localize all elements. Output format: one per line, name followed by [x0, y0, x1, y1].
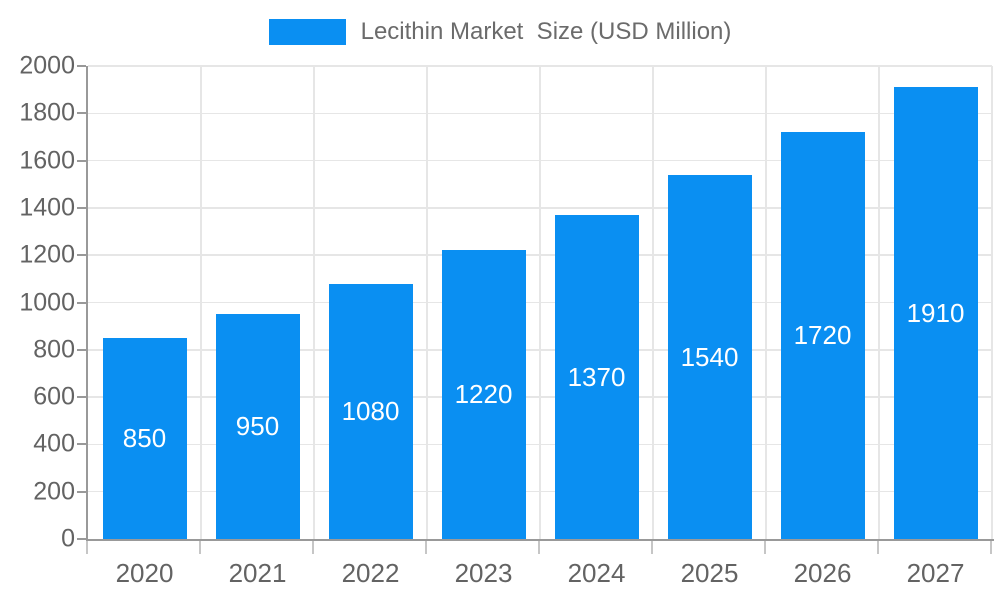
- x-axis-line: [86, 539, 994, 541]
- bar-2020[interactable]: 850: [102, 338, 187, 539]
- y-axis-label-1800: 1800: [19, 98, 75, 127]
- y-axis-label-1000: 1000: [19, 288, 75, 316]
- x-tick-7: [877, 541, 879, 554]
- y-tick-1000: [77, 301, 86, 304]
- y-axis-label-2000: 2000: [19, 51, 75, 80]
- legend-item[interactable]: Lecithin Market Size (USD Million): [268, 18, 732, 46]
- v-gridline-2: [313, 66, 315, 539]
- x-axis-label-2026: 2026: [793, 558, 852, 588]
- plot-area: 850 950 1080 1220 1370 1540 1720 1910: [88, 65, 993, 539]
- v-gridline-7: [878, 66, 880, 539]
- v-gridline-4: [539, 66, 541, 539]
- y-tick-1400: [77, 206, 86, 209]
- v-gridline-6: [765, 66, 767, 539]
- legend: Lecithin Market Size (USD Million): [0, 17, 1000, 47]
- y-tick-1200: [77, 254, 86, 257]
- bar-2027[interactable]: 1910: [893, 87, 978, 539]
- y-axis-line: [86, 66, 88, 539]
- x-tick-2: [312, 541, 314, 554]
- y-tick-1600: [77, 159, 86, 162]
- x-tick-5: [651, 541, 653, 554]
- y-tick-600: [77, 396, 86, 399]
- y-axis-label-1200: 1200: [19, 240, 75, 269]
- y-axis-label-600: 600: [33, 382, 75, 411]
- bar-value-2026: 1720: [793, 320, 852, 350]
- bar-2023[interactable]: 1220: [441, 250, 526, 539]
- bar-2025[interactable]: 1540: [667, 175, 752, 539]
- y-axis-label-200: 200: [33, 477, 75, 506]
- x-tick-1: [199, 541, 201, 554]
- x-axis-label-2021: 2021: [228, 558, 287, 588]
- bar-2026[interactable]: 1720: [780, 132, 865, 539]
- bar-2021[interactable]: 950: [215, 314, 300, 539]
- y-tick-1800: [77, 112, 86, 115]
- x-tick-8: [990, 541, 992, 554]
- y-axis-label-0: 0: [61, 524, 75, 553]
- x-tick-4: [538, 541, 540, 554]
- x-tick-6: [764, 541, 766, 554]
- y-axis-label-400: 400: [33, 429, 75, 458]
- y-axis-label-1600: 1600: [19, 146, 75, 175]
- x-axis-label-2027: 2027: [906, 558, 965, 588]
- v-gridline-1: [200, 66, 202, 539]
- v-gridline-5: [652, 66, 654, 539]
- x-axis-label-2025: 2025: [680, 558, 739, 588]
- x-axis-label-2024: 2024: [567, 558, 626, 588]
- bar-value-2022: 1080: [341, 396, 400, 426]
- x-axis-label-2022: 2022: [341, 558, 400, 588]
- x-axis-label-2020: 2020: [115, 558, 174, 588]
- y-tick-200: [77, 490, 86, 493]
- y-axis-label-1400: 1400: [19, 193, 75, 222]
- y-tick-2000: [77, 65, 86, 67]
- bar-value-2021: 950: [235, 411, 280, 441]
- bar-value-2025: 1540: [680, 341, 739, 372]
- bar-value-2023: 1220: [454, 379, 513, 409]
- bar-2022[interactable]: 1080: [328, 284, 413, 539]
- x-axis-label-2023: 2023: [454, 558, 513, 588]
- y-axis-label-800: 800: [33, 335, 75, 364]
- y-tick-800: [77, 348, 86, 351]
- v-gridline-3: [426, 66, 428, 539]
- bar-value-2020: 850: [122, 423, 167, 453]
- bar-value-2024: 1370: [567, 361, 626, 392]
- y-tick-0: [77, 538, 86, 540]
- legend-label: Lecithin Market Size (USD Million): [360, 18, 732, 45]
- y-tick-400: [77, 443, 86, 446]
- x-tick-3: [425, 541, 427, 554]
- bar-value-2027: 1910: [906, 297, 965, 328]
- x-tick-0: [86, 541, 88, 554]
- v-gridline-8: [991, 66, 993, 539]
- legend-swatch: [268, 19, 346, 45]
- bar-2024[interactable]: 1370: [554, 215, 639, 539]
